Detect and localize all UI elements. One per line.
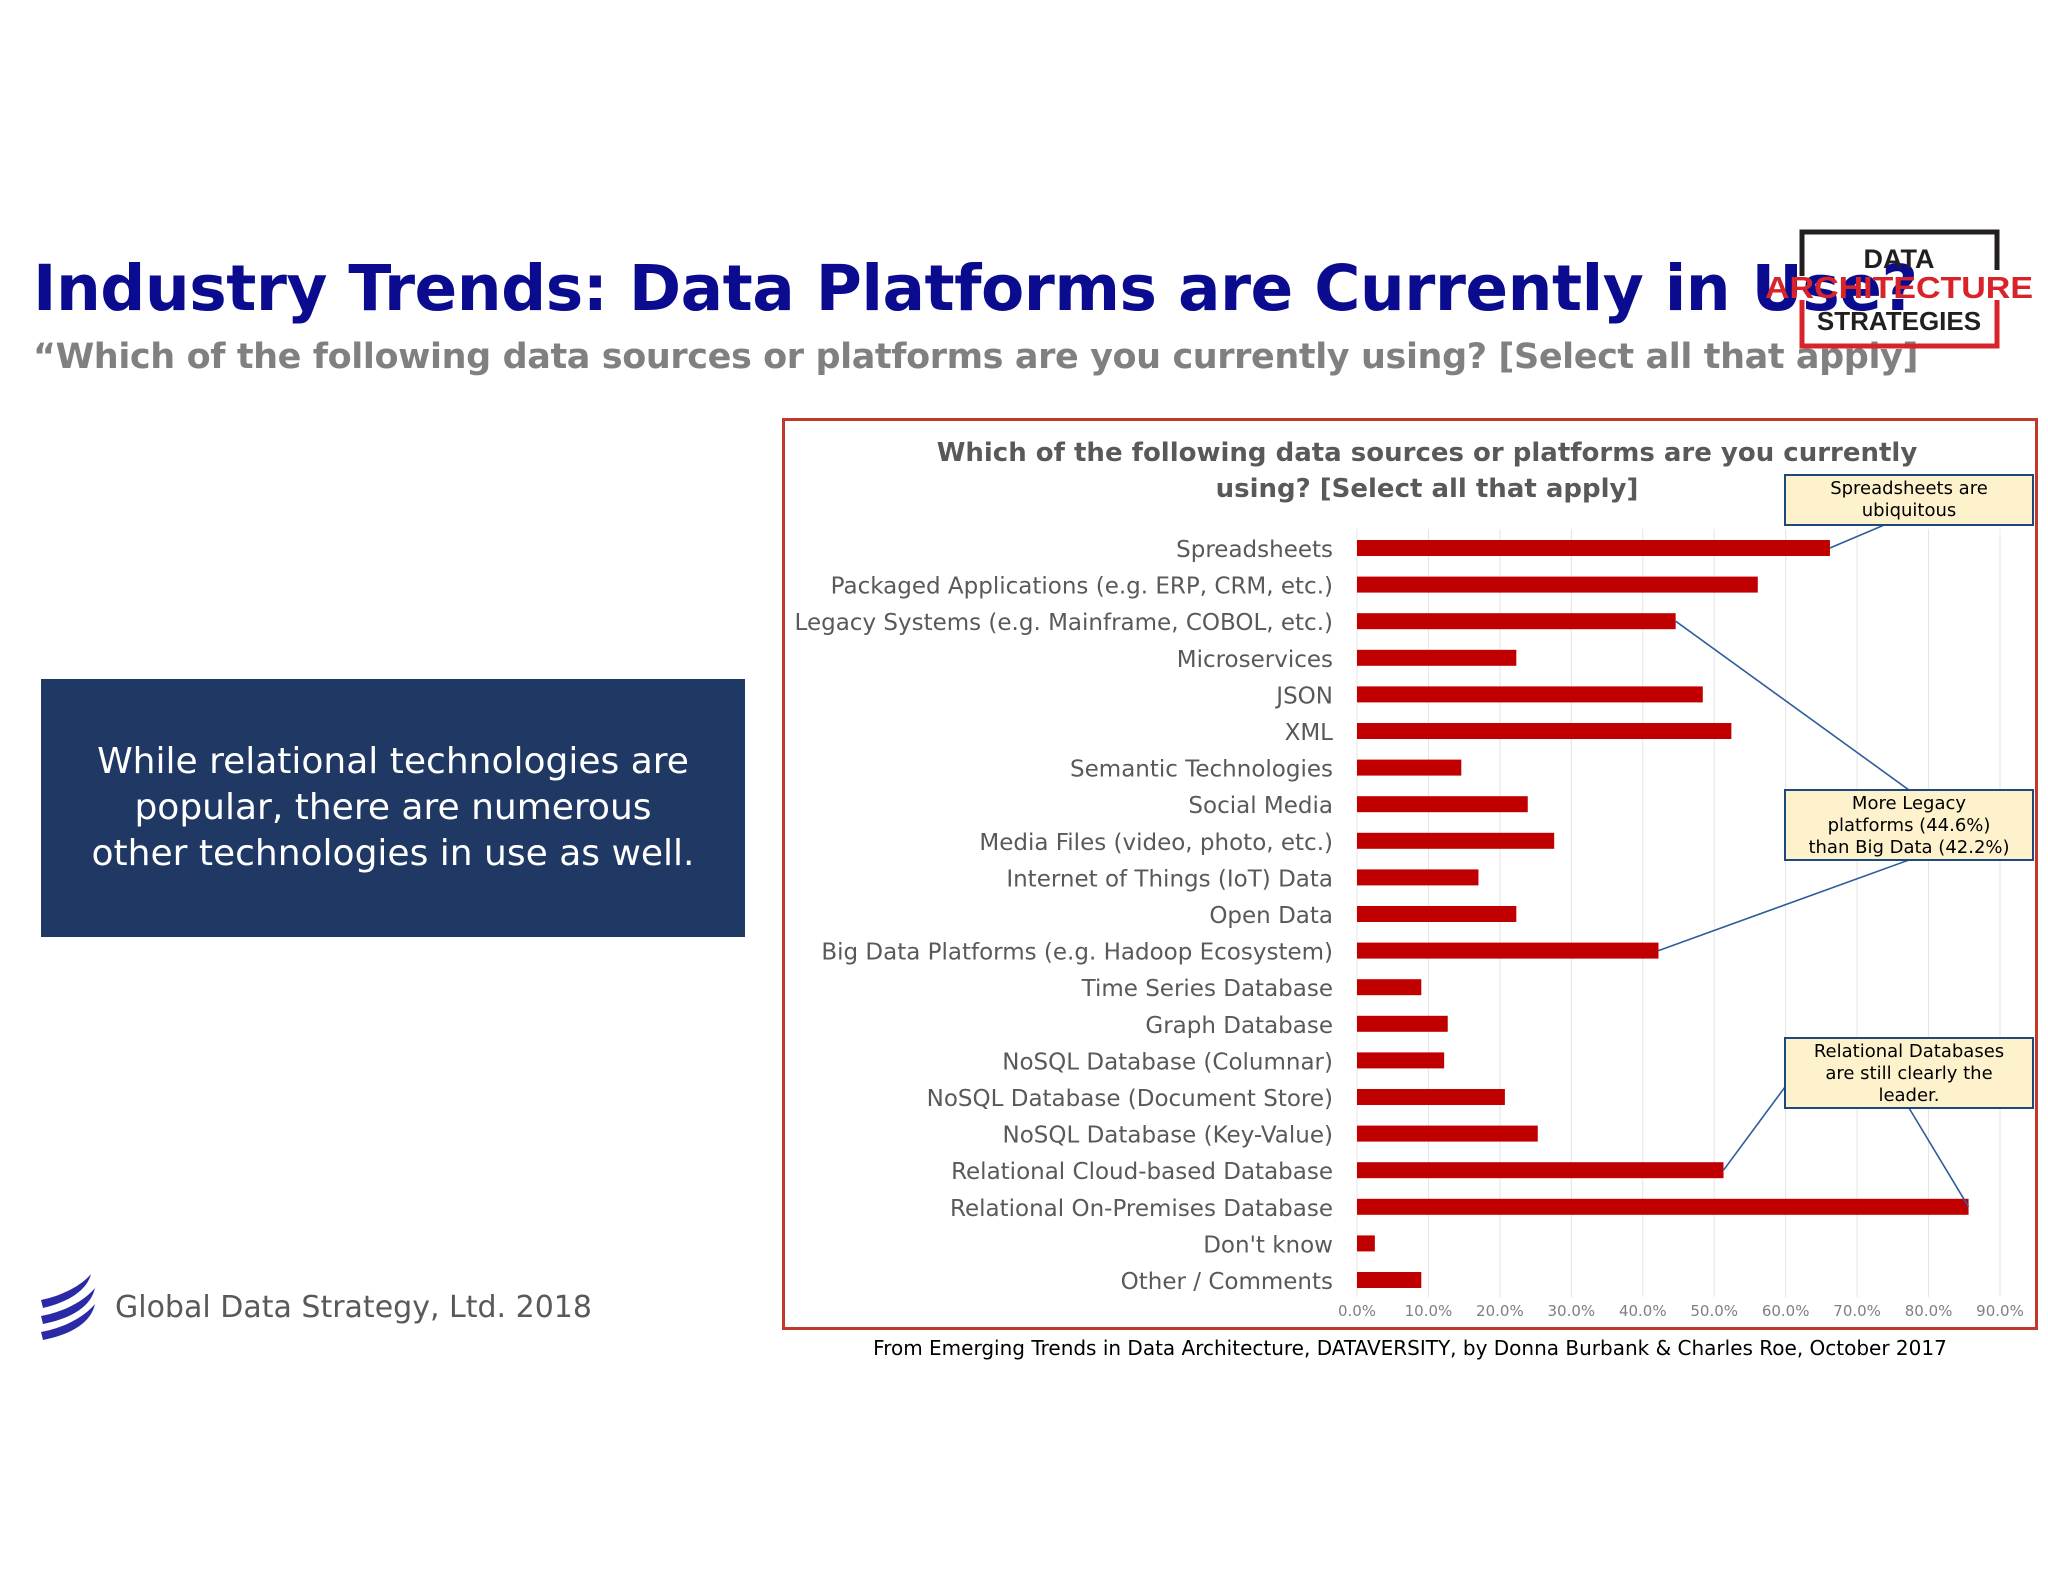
- annotation-box: [1784, 789, 2034, 861]
- logo-line-2: ARCHITECTURE: [1765, 270, 2033, 305]
- bar: [1357, 759, 1462, 776]
- x-tick-label: 50.0%: [1690, 1302, 1738, 1320]
- callout-text: While relational technologies are popula…: [91, 741, 695, 874]
- chart-title: Which of the following data sources or p…: [937, 438, 1918, 468]
- annotation-text: Spreadsheets are: [1830, 478, 1988, 499]
- bar: [1357, 1125, 1538, 1142]
- x-tick-label: 60.0%: [1762, 1302, 1810, 1320]
- bar: [1357, 869, 1479, 886]
- bar: [1357, 832, 1555, 849]
- category-label: JSON: [1274, 683, 1333, 709]
- annotation-text: ubiquitous: [1862, 500, 1957, 521]
- category-label: Relational On-Premises Database: [950, 1196, 1333, 1222]
- category-label: NoSQL Database (Columnar): [1002, 1049, 1333, 1075]
- bar: [1357, 576, 1758, 593]
- category-label: XML: [1285, 720, 1334, 746]
- bar: [1357, 906, 1517, 922]
- x-tick-label: 80.0%: [1905, 1302, 1953, 1320]
- slide-subtitle: “Which of the following data sources or …: [33, 337, 1919, 377]
- annotation-text: leader.: [1878, 1085, 1939, 1106]
- category-label: Microservices: [1177, 647, 1333, 673]
- x-tick-label: 20.0%: [1476, 1302, 1524, 1320]
- category-label: Don't know: [1203, 1232, 1333, 1258]
- x-tick-label: 90.0%: [1976, 1302, 2024, 1320]
- bar-chart: Which of the following data sources or p…: [795, 438, 2034, 1320]
- bar: [1357, 649, 1517, 666]
- annotation-text: Relational Databases: [1814, 1041, 2004, 1062]
- category-label: Graph Database: [1145, 1013, 1333, 1039]
- footer-brand-text: Global Data Strategy, Ltd. 2018: [115, 1289, 592, 1325]
- bar: [1357, 1052, 1445, 1069]
- category-label: Spreadsheets: [1176, 537, 1333, 563]
- annotation-box: [1784, 474, 2034, 526]
- annotation-text: are still clearly the: [1825, 1063, 1992, 1084]
- annotation-box: [1784, 1037, 2034, 1109]
- category-label: Time Series Database: [1081, 976, 1333, 1002]
- category-label: Packaged Applications (e.g. ERP, CRM, et…: [831, 574, 1333, 600]
- category-label: Internet of Things (IoT) Data: [1006, 866, 1333, 892]
- x-tick-label: 70.0%: [1833, 1302, 1881, 1320]
- annotation-text: platforms (44.6%): [1828, 815, 1991, 836]
- category-label: Semantic Technologies: [1070, 757, 1333, 783]
- bar: [1357, 540, 1830, 556]
- annotation-leader-line: [1658, 859, 1910, 952]
- data-architecture-strategies-logo: DATA ARCHITECTURE STRATEGIES: [1762, 228, 2038, 350]
- bar: [1357, 1089, 1505, 1105]
- category-label: Social Media: [1188, 793, 1333, 819]
- annotation-leader-line: [1829, 524, 1885, 549]
- annotation-leader-line: [1722, 1086, 1786, 1171]
- bar: [1357, 723, 1732, 739]
- bar: [1357, 1235, 1375, 1252]
- annotation-text: More Legacy: [1852, 793, 1966, 814]
- annotation-leader-line: [1675, 620, 1910, 791]
- slide-title: Industry Trends: Data Platforms are Curr…: [33, 252, 1918, 325]
- logo-line-3: STRATEGIES: [1817, 306, 1981, 336]
- category-label: Other / Comments: [1121, 1269, 1333, 1295]
- swoosh-logo-icon: [41, 1274, 95, 1340]
- x-tick-label: 30.0%: [1548, 1302, 1596, 1320]
- annotation-text: than Big Data (42.2%): [1808, 837, 2009, 858]
- bar: [1357, 1162, 1724, 1179]
- chart-title: using? [Select all that apply]: [1216, 474, 1639, 504]
- category-label: Media Files (video, photo, etc.): [979, 830, 1333, 856]
- logo-line-1: DATA: [1864, 244, 1935, 274]
- x-tick-label: 40.0%: [1619, 1302, 1667, 1320]
- bar: [1357, 613, 1676, 630]
- chart-frame: Which of the following data sources or p…: [782, 418, 2038, 1330]
- bar: [1357, 979, 1422, 996]
- bar: [1357, 1198, 1969, 1215]
- category-label: Open Data: [1209, 903, 1333, 929]
- category-label: NoSQL Database (Document Store): [927, 1086, 1333, 1112]
- category-label: Big Data Platforms (e.g. Hadoop Ecosyste…: [821, 940, 1333, 966]
- bar: [1357, 1272, 1422, 1288]
- footer-brand: Global Data Strategy, Ltd. 2018: [33, 1272, 592, 1342]
- annotation-leader-line: [1908, 1107, 1970, 1208]
- bar: [1357, 686, 1703, 703]
- bar: [1357, 796, 1528, 813]
- bar: [1357, 942, 1659, 959]
- x-tick-label: 10.0%: [1405, 1302, 1453, 1320]
- x-tick-label: 0.0%: [1338, 1302, 1376, 1320]
- category-label: NoSQL Database (Key-Value): [1002, 1123, 1333, 1149]
- category-label: Legacy Systems (e.g. Mainframe, COBOL, e…: [795, 610, 1333, 636]
- source-note: From Emerging Trends in Data Architectur…: [873, 1336, 1947, 1360]
- callout-box: While relational technologies are popula…: [41, 679, 745, 937]
- category-label: Relational Cloud-based Database: [951, 1159, 1333, 1185]
- bar: [1357, 1015, 1448, 1032]
